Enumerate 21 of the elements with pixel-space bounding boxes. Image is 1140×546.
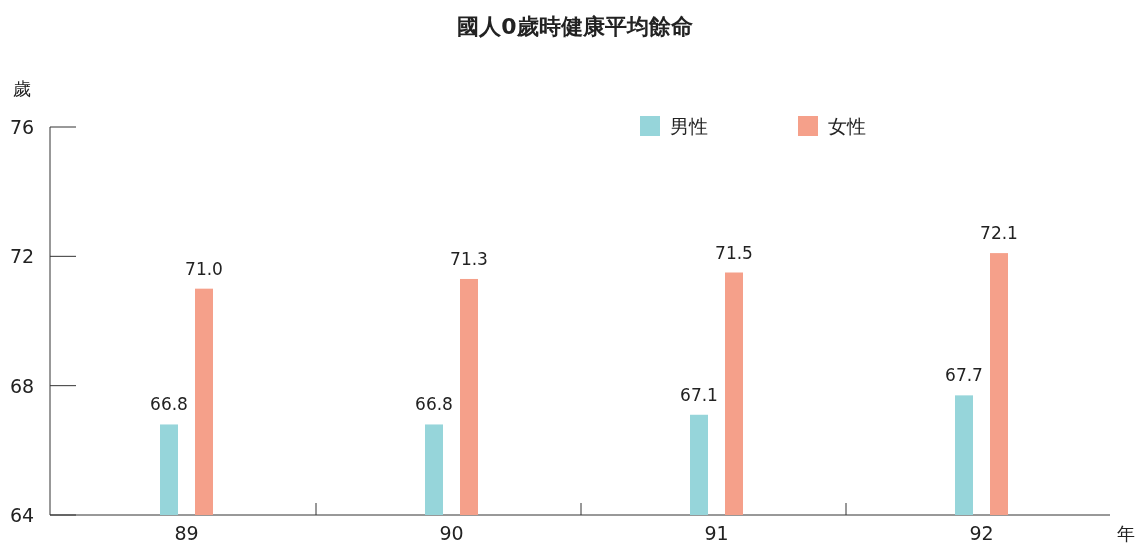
data-label: 72.1 bbox=[980, 223, 1018, 244]
data-label: 71.5 bbox=[715, 242, 753, 263]
chart-title: 國人0歲時健康平均餘命 bbox=[457, 14, 693, 39]
legend-label: 女性 bbox=[828, 115, 866, 137]
y-tick-label: 64 bbox=[9, 504, 35, 526]
data-label: 66.8 bbox=[150, 394, 188, 415]
data-label: 67.1 bbox=[680, 384, 718, 405]
x-tick-label: 91 bbox=[704, 522, 729, 544]
y-tick-label: 68 bbox=[9, 374, 35, 397]
y-tick-label: 76 bbox=[9, 116, 35, 138]
x-axis-title: 年 bbox=[1117, 523, 1135, 544]
data-label: 66.8 bbox=[415, 394, 453, 415]
x-tick-label: 92 bbox=[969, 522, 994, 544]
y-axis-title: 歲 bbox=[13, 78, 31, 99]
data-label: 71.3 bbox=[450, 248, 488, 269]
x-tick-label: 90 bbox=[439, 522, 464, 544]
y-tick-label: 72 bbox=[9, 245, 35, 268]
legend-label: 男性 bbox=[670, 115, 708, 137]
data-label: 67.7 bbox=[945, 365, 983, 386]
data-label: 71.0 bbox=[185, 258, 223, 279]
x-tick-label: 89 bbox=[174, 522, 199, 544]
